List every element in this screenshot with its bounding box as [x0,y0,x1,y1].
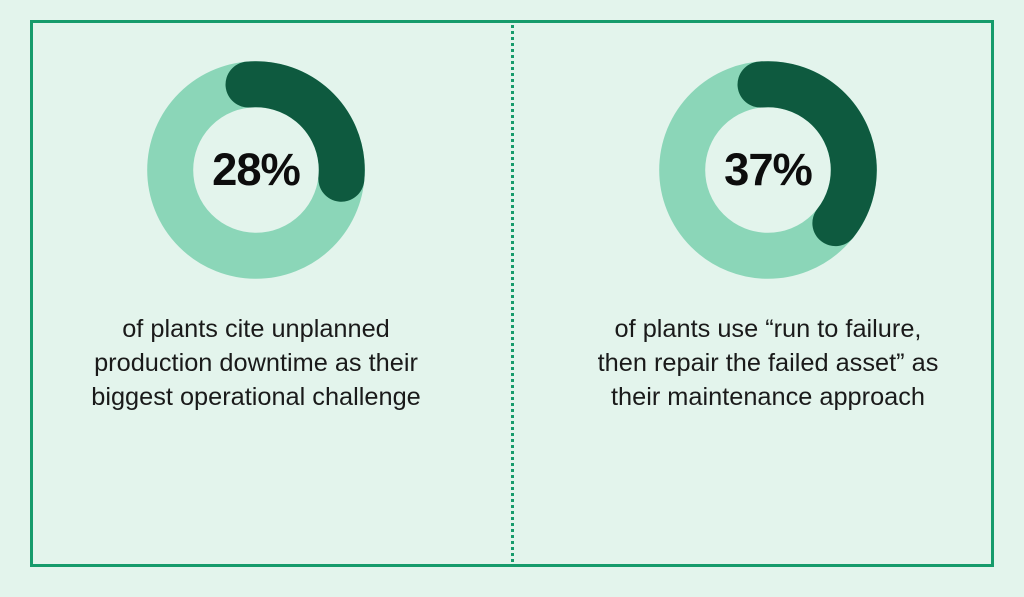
donut-percent-label: 28% [146,60,366,280]
panel-caption: of plants cite unplanned production down… [76,312,436,415]
panels-row: 28% of plants cite unplanned production … [0,0,1024,597]
panel-unplanned-downtime: 28% of plants cite unplanned production … [0,0,512,597]
donut-chart: 37% [658,60,878,280]
donut-percent-label: 37% [658,60,878,280]
donut-chart: 28% [146,60,366,280]
panel-caption: of plants use “run to failure, then repa… [588,312,948,415]
panel-run-to-failure: 37% of plants use “run to failure, then … [512,0,1024,597]
infographic-canvas: 28% of plants cite unplanned production … [0,0,1024,597]
